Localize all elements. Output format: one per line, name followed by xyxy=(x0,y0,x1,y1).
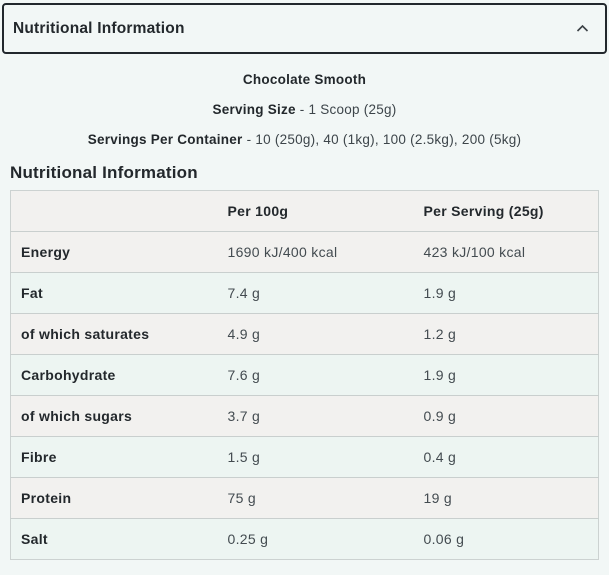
table-row: Salt 0.25 g 0.06 g xyxy=(10,518,599,560)
nutrient-label: Carbohydrate xyxy=(21,367,116,383)
nutrient-value-per-100g: 7.6 g xyxy=(227,367,261,383)
nutrient-value-per-serving: 0.9 g xyxy=(423,408,457,424)
servings-per-container-label: Servings Per Container xyxy=(87,132,243,147)
nutrient-value-per-100g: 75 g xyxy=(227,490,256,506)
nutritional-information-accordion-header[interactable]: Nutritional Information xyxy=(2,3,607,54)
nutrient-label: of which sugars xyxy=(21,408,133,424)
column-header-per-serving: Per Serving (25g) xyxy=(413,190,599,232)
table-row: Energy 1690 kJ/400 kcal 423 kJ/100 kcal xyxy=(10,231,599,273)
nutrient-value-per-serving: 0.06 g xyxy=(423,531,465,547)
nutrient-value-per-serving: 0.4 g xyxy=(423,449,457,465)
chevron-up-icon xyxy=(576,24,589,33)
table-row: of which sugars 3.7 g 0.9 g xyxy=(10,395,599,437)
serving-size-line: Serving Size - 1 Scoop (25g) xyxy=(0,95,609,125)
nutrient-label: Salt xyxy=(21,531,48,547)
nutrient-label: Energy xyxy=(21,244,71,260)
table-header-row: Per 100g Per Serving (25g) xyxy=(10,190,599,232)
nutrient-value-per-100g: 4.9 g xyxy=(227,326,261,342)
nutrient-value-per-100g: 7.4 g xyxy=(227,285,261,301)
nutrient-value-per-serving: 1.9 g xyxy=(423,285,457,301)
table-row: Fat 7.4 g 1.9 g xyxy=(10,272,599,314)
table-row: Carbohydrate 7.6 g 1.9 g xyxy=(10,354,599,396)
nutrient-label: of which saturates xyxy=(21,326,150,342)
table-row: Protein 75 g 19 g xyxy=(10,477,599,519)
serving-size-value: - 1 Scoop (25g) xyxy=(295,102,397,117)
accordion-title: Nutritional Information xyxy=(13,19,185,37)
servings-per-container-line: Servings Per Container - 10 (250g), 40 (… xyxy=(0,125,609,155)
nutrition-table: Per 100g Per Serving (25g) Energy 1690 k… xyxy=(10,190,599,560)
nutrient-value-per-100g: 1.5 g xyxy=(227,449,261,465)
column-header-nutrient xyxy=(10,190,218,232)
nutrient-value-per-100g: 0.25 g xyxy=(227,531,269,547)
column-header-per-100g: Per 100g xyxy=(217,190,414,232)
flavour-name: Chocolate Smooth xyxy=(242,72,367,87)
nutrition-section-title: Nutritional Information xyxy=(10,163,198,182)
nutrient-value-per-100g: 1690 kJ/400 kcal xyxy=(227,244,338,260)
table-row: of which saturates 4.9 g 1.2 g xyxy=(10,313,599,355)
nutrient-label: Protein xyxy=(21,490,72,506)
serving-size-label: Serving Size xyxy=(212,102,296,117)
nutrient-value-per-serving: 19 g xyxy=(423,490,452,506)
product-summary: Chocolate Smooth Serving Size - 1 Scoop … xyxy=(0,54,609,155)
nutrient-value-per-100g: 3.7 g xyxy=(227,408,261,424)
nutrient-value-per-serving: 1.2 g xyxy=(423,326,457,342)
nutrient-label: Fat xyxy=(21,285,43,301)
nutrient-value-per-serving: 423 kJ/100 kcal xyxy=(423,244,526,260)
servings-per-container-value: - 10 (250g), 40 (1kg), 100 (2.5kg), 200 … xyxy=(242,132,522,147)
nutrient-value-per-serving: 1.9 g xyxy=(423,367,457,383)
table-row: Fibre 1.5 g 0.4 g xyxy=(10,436,599,478)
nutrient-label: Fibre xyxy=(21,449,57,465)
